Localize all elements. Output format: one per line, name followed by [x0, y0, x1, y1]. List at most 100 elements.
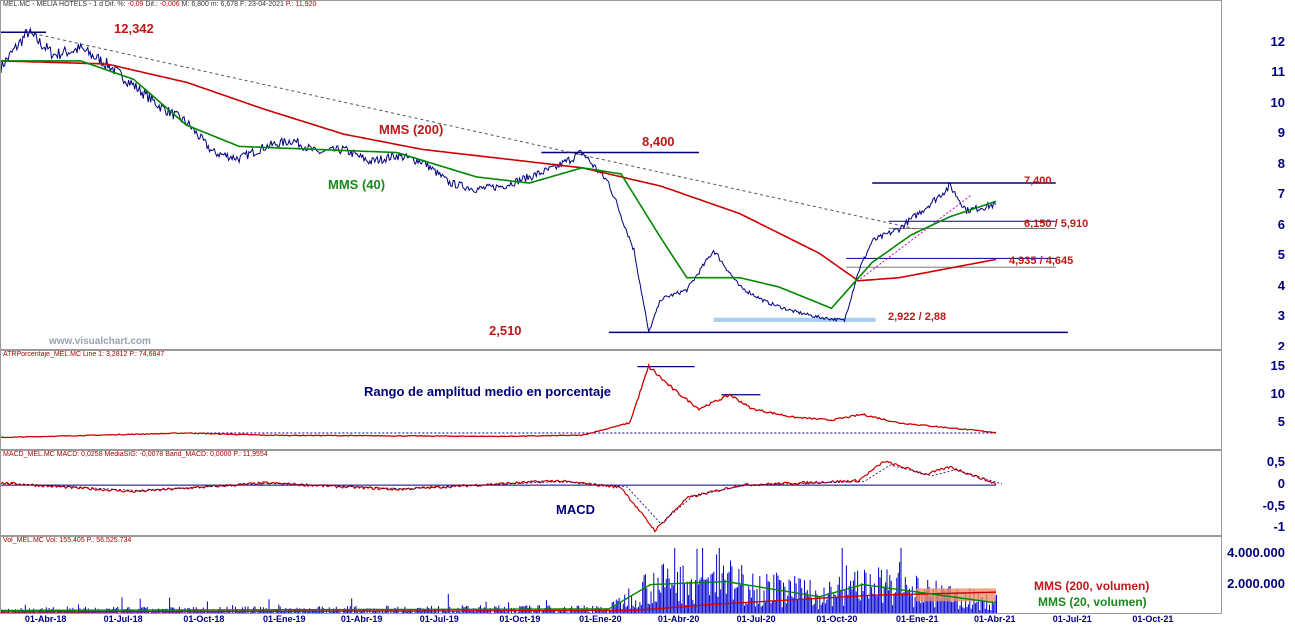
volume-bar — [573, 609, 575, 613]
x-tick: 01-Oct-19 — [499, 614, 541, 624]
volume-bar — [882, 602, 884, 613]
volume-bar — [620, 602, 621, 613]
volume-bar — [750, 597, 752, 613]
volume-highlight — [915, 588, 996, 602]
volume-bar — [372, 610, 374, 613]
volume-bar — [801, 588, 803, 613]
volume-bar — [107, 608, 109, 613]
volume-bar — [150, 612, 152, 613]
volume-bar — [817, 609, 819, 613]
series-mms40 — [1, 60, 997, 310]
volume-bar — [788, 579, 790, 613]
volume-bar — [913, 607, 915, 613]
volume-bar — [407, 610, 409, 613]
volume-bar — [665, 578, 667, 613]
volume-bar — [96, 612, 98, 613]
volume-bar — [802, 598, 804, 613]
volume-bar — [847, 594, 849, 613]
volume-bar — [671, 583, 673, 613]
volume-panel: Vol_MEL.MC Vol: 155.405 P.: 56.525.734 M… — [0, 536, 1222, 614]
volume-bar — [651, 603, 653, 613]
volume-bar — [209, 612, 211, 613]
volume-bar — [668, 578, 670, 613]
volume-bar — [741, 565, 743, 613]
volume-bar — [278, 604, 280, 613]
volume-bar — [959, 605, 961, 613]
volume-bar — [700, 577, 702, 613]
volume-bar — [794, 576, 796, 613]
volume-bar — [478, 607, 480, 613]
volume-bar — [653, 572, 655, 613]
volume-bar — [780, 580, 782, 613]
atr-tick: 5 — [1277, 413, 1285, 429]
volume-bar — [643, 575, 645, 613]
volume-bar — [720, 589, 722, 613]
volume-bar — [24, 604, 26, 613]
volume-bar — [875, 594, 877, 613]
volume-bar — [330, 612, 332, 613]
volume-bar — [693, 603, 695, 613]
volume-bar — [982, 597, 983, 613]
volume-bar — [886, 569, 888, 613]
volume-bar — [456, 611, 458, 613]
volume-bar — [728, 571, 730, 613]
volume-bar — [960, 597, 962, 613]
volume-bar — [121, 597, 123, 613]
volume-bar — [445, 611, 446, 613]
volume-bar — [543, 610, 545, 613]
label-macd-title: MACD — [556, 502, 595, 517]
volume-bar — [894, 592, 896, 613]
label-s2922: 2,922 / 2,88 — [888, 311, 947, 323]
volume-bar — [215, 611, 217, 613]
x-tick: 01-Oct-20 — [816, 614, 858, 624]
volume-bar — [702, 548, 704, 613]
x-tick: 01-Jul-21 — [1052, 614, 1092, 624]
volume-header: Vol_MEL.MC Vol: 155.405 P.: 56.525.734 — [3, 537, 132, 544]
volume-bar — [744, 605, 745, 613]
macd-header: MACD_MEL.MC MACD: 0,0258 MediaSIG: -0,00… — [3, 451, 268, 458]
atr-line — [1, 362, 997, 439]
volume-bar — [454, 612, 456, 613]
price-tick: 2 — [1277, 338, 1285, 354]
uptrend-line — [853, 194, 972, 285]
volume-bar — [536, 610, 538, 613]
price-tick: 12 — [1270, 33, 1285, 49]
volume-bar — [501, 610, 503, 613]
volume-bar — [654, 601, 656, 613]
volume-bar — [958, 609, 960, 613]
volume-bar — [795, 583, 797, 613]
volume-bar — [850, 580, 852, 613]
price-chart — [1, 26, 1068, 334]
volume-bar — [872, 593, 874, 613]
volume-bar — [890, 580, 892, 613]
volume-bar — [460, 612, 462, 613]
volume-bar — [953, 592, 955, 613]
volume-bar — [820, 604, 822, 613]
series-mms200 — [1, 60, 997, 282]
volume-bar — [120, 612, 122, 613]
volume-bar — [452, 611, 453, 613]
volume-bar — [777, 575, 779, 613]
volume-bar — [955, 592, 957, 613]
volume-bar — [918, 591, 920, 613]
volume-bar — [468, 611, 470, 613]
volume-bar — [965, 592, 967, 613]
volume-bar — [826, 599, 828, 613]
volume-bar — [398, 612, 400, 613]
volume-bar — [583, 605, 585, 613]
volume-bar — [292, 612, 294, 613]
support-band — [713, 317, 876, 322]
volume-bar — [827, 593, 829, 613]
label-mms200: MMS (200) — [379, 122, 444, 137]
atr-y-axis: 5 10 15 — [1222, 350, 1295, 450]
volume-bar — [706, 579, 708, 613]
price-y-axis: 2 3 4 5 6 7 8 9 10 11 12 — [1222, 0, 1295, 354]
volume-bar — [411, 611, 413, 613]
volume-bar — [762, 605, 764, 613]
volume-bar — [672, 585, 674, 613]
volume-bar — [994, 596, 996, 613]
macd-y-axis: -1 -0,5 0 0,5 — [1222, 450, 1295, 536]
volume-bar — [558, 609, 560, 613]
volume-bar — [903, 592, 905, 613]
volume-bar — [351, 598, 353, 613]
